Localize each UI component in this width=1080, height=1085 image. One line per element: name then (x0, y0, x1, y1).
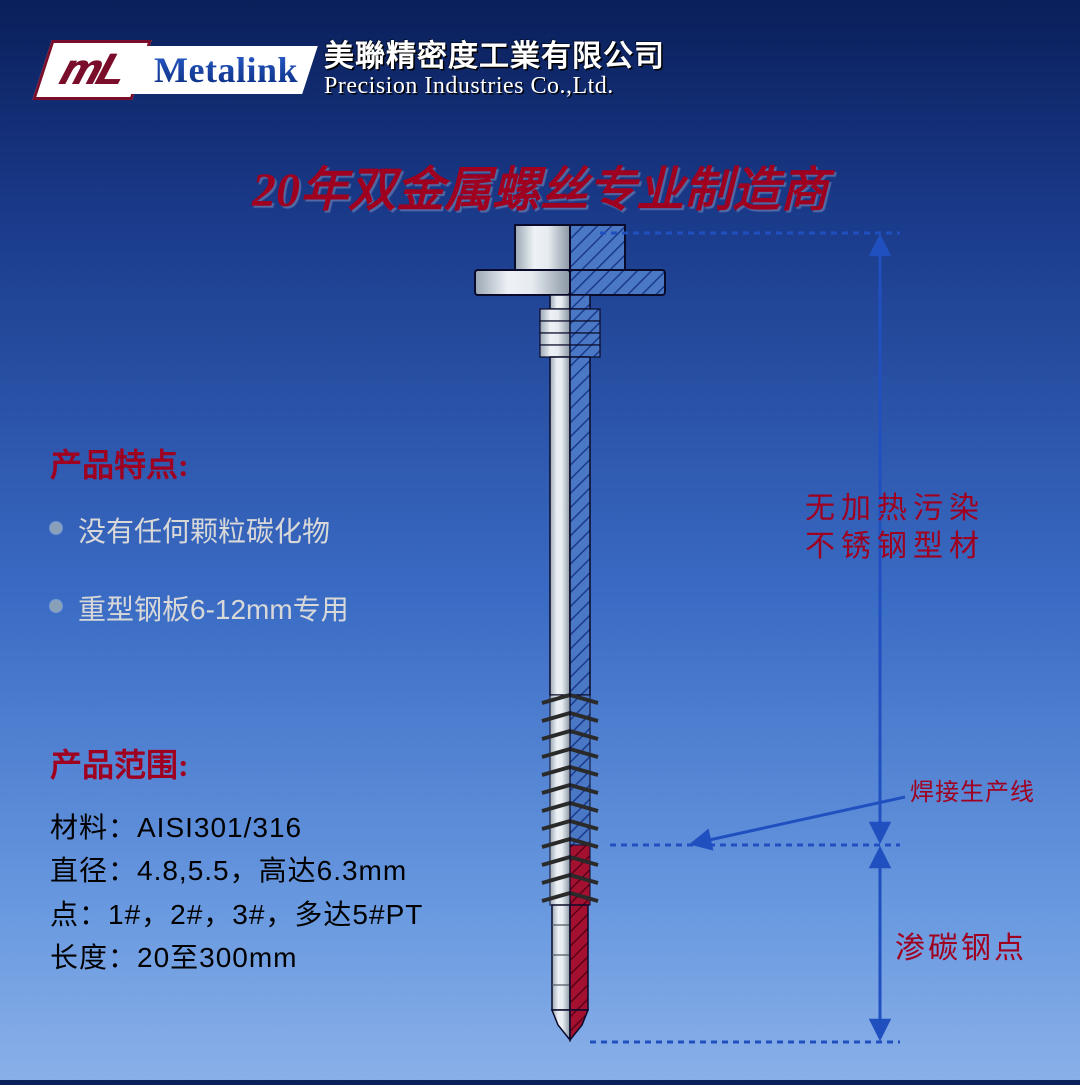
callout-lower: 渗碳钢点 (895, 930, 1027, 968)
callout-upper-line1: 无加热污染 (760, 490, 1030, 528)
callout-weld: 焊接生产线 (910, 778, 1035, 808)
callout-upper-line2: 不锈钢型材 (760, 528, 1030, 566)
callout-upper: 无加热污染 不锈钢型材 (760, 490, 1030, 565)
